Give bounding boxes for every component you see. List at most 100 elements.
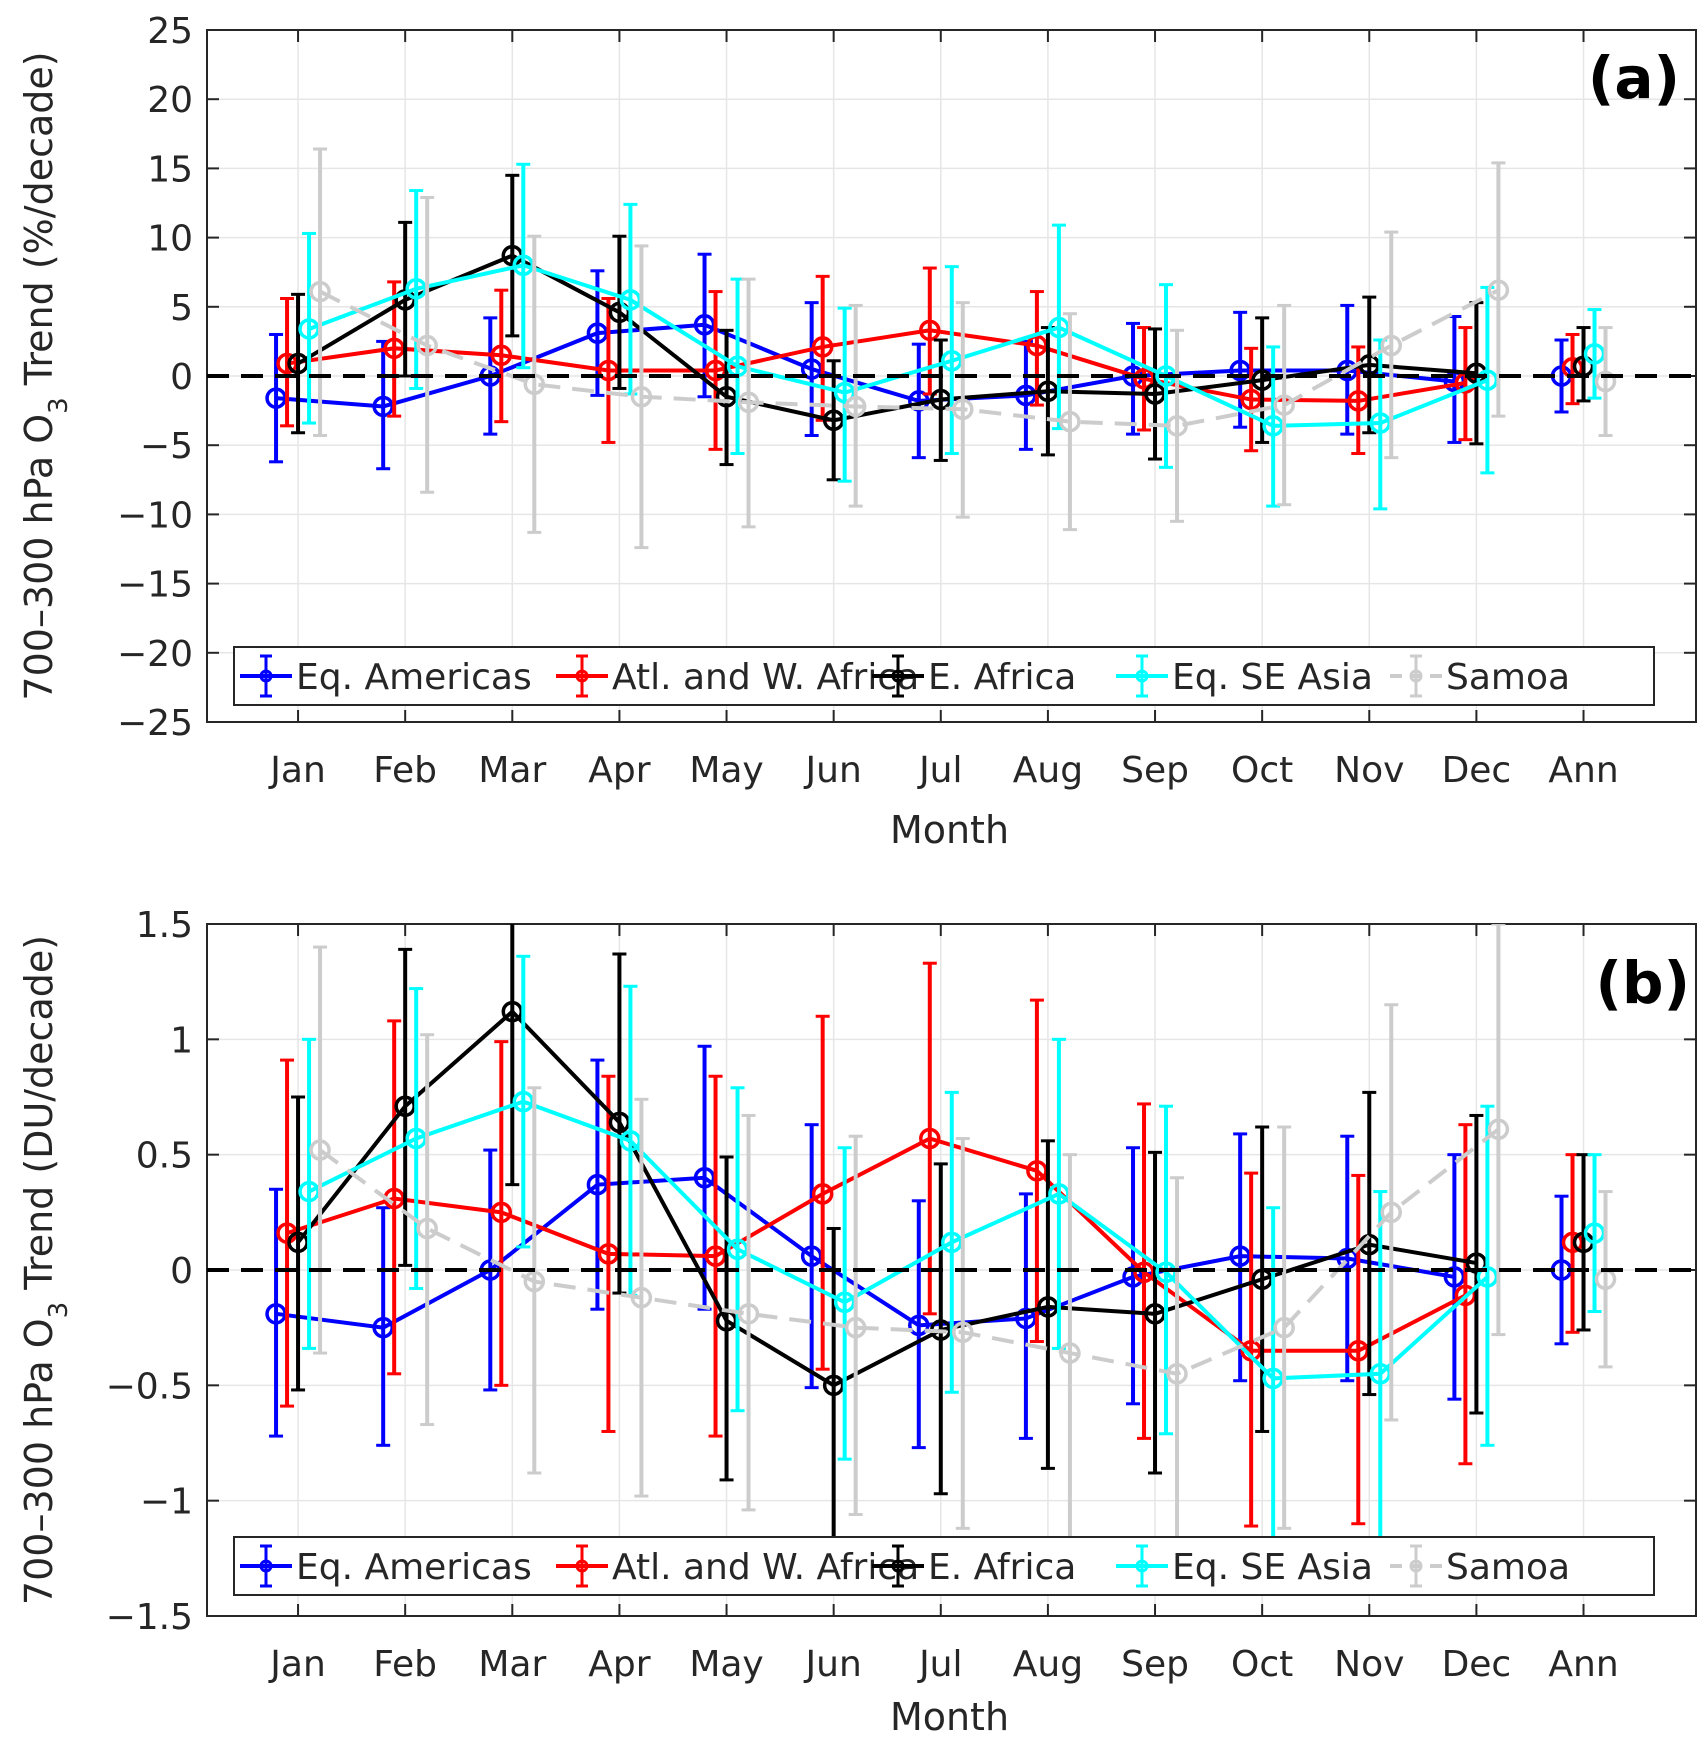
data-point	[1273, 1316, 1295, 1339]
series-atl-and-w-africa	[276, 961, 1584, 1528]
y-axis-title-part: 700–300 hPa O	[17, 1318, 61, 1605]
data-point	[416, 1217, 438, 1240]
x-axis-title: Month	[890, 808, 1009, 852]
data-point	[952, 398, 974, 420]
y-tick-label: −25	[117, 703, 193, 744]
x-tick-label: Nov	[1334, 1644, 1404, 1685]
legend-item: Atl. and W. Africa	[556, 1544, 919, 1588]
x-tick-label: Jun	[804, 1644, 862, 1685]
data-point	[844, 1316, 867, 1339]
x-tick-label: Ann	[1548, 750, 1618, 791]
legend-label: Eq. Americas	[296, 657, 532, 698]
x-tick-label: Jan	[268, 750, 326, 791]
series-samoa	[309, 147, 1617, 550]
legend-swatch-marker	[1409, 1559, 1423, 1573]
data-point	[1166, 1363, 1188, 1385]
legend-label: Samoa	[1446, 657, 1570, 698]
series-line	[318, 1127, 1500, 1376]
legend-item: Eq. SE Asia	[1116, 1544, 1373, 1588]
ticks	[207, 29, 1696, 723]
data-point	[811, 336, 834, 358]
data-point	[737, 1303, 760, 1325]
y-tick-label: 0.5	[136, 1136, 193, 1177]
x-tick-label: Jan	[268, 1644, 326, 1685]
series-eq-americas	[265, 252, 1573, 471]
y-axis-title: 700–300 hPa O3 Trend (%/decade)	[17, 51, 74, 700]
legend-swatch-marker	[891, 669, 905, 683]
data-point	[952, 1321, 974, 1344]
y-tick-label: −1	[140, 1482, 193, 1523]
y-tick-label: −0.5	[106, 1366, 193, 1407]
data-point	[630, 1286, 653, 1309]
legend-item: Samoa	[1390, 1544, 1570, 1588]
y-tick-label: 0	[170, 357, 193, 398]
x-tick-label: Mar	[478, 1644, 546, 1685]
x-tick-label: Apr	[588, 1644, 650, 1685]
x-tick-label: Apr	[588, 750, 650, 791]
legend-label: Eq. SE Asia	[1172, 1547, 1373, 1588]
data-point	[1273, 394, 1295, 416]
x-tick-label: Jun	[804, 750, 862, 791]
y-axis-title: 700–300 hPa O3 Trend (DU/decade)	[17, 935, 74, 1605]
series-line	[296, 1008, 1477, 1388]
series-e-africa	[287, 924, 1595, 1549]
x-tick-label: Mar	[478, 750, 546, 791]
y-axis-title-part: Trend (%/decade)	[17, 51, 61, 397]
data-point	[309, 280, 331, 303]
panel-b: −1.5 −1 −0.5 0 0.5 1 1.5 Jan Feb Mar Apr May Jun Jul A…	[17, 905, 1697, 1739]
data-point	[523, 1270, 546, 1293]
x-tick-label: Feb	[373, 750, 437, 791]
legend-item: E. Africa	[872, 1544, 1076, 1588]
data-point	[1380, 334, 1403, 357]
legend-swatch-marker	[575, 1559, 589, 1573]
series-line	[275, 1175, 1455, 1330]
data-point	[1487, 279, 1510, 301]
y-tick-label: −15	[117, 565, 193, 606]
x-tick-label: Ann	[1548, 1644, 1618, 1685]
data-point	[416, 334, 438, 357]
data-point	[1594, 370, 1617, 393]
y-axis-title-subscript: 3	[44, 397, 74, 414]
legend-item: Samoa	[1390, 654, 1570, 698]
data-point	[811, 1183, 834, 1205]
x-tick-label: Feb	[373, 1644, 437, 1685]
y-tick-label: −20	[117, 634, 193, 675]
panel-label: (a)	[1588, 44, 1680, 112]
y-tick-label: 15	[147, 149, 193, 190]
legend-item: Eq. Americas	[240, 654, 532, 698]
data-point	[490, 344, 513, 366]
data-point	[919, 1127, 941, 1150]
y-tick-label: 0	[170, 1251, 193, 1292]
x-tick-label: May	[689, 750, 763, 791]
legend-label: E. Africa	[928, 657, 1076, 698]
x-tick-label: Jul	[917, 1644, 962, 1685]
data-point	[630, 386, 653, 408]
x-tick-label: May	[689, 1644, 763, 1685]
y-tick-label: 5	[170, 288, 193, 329]
data-point	[1059, 1342, 1081, 1364]
legend-label: Eq. Americas	[296, 1547, 532, 1588]
plot-area	[207, 147, 1696, 550]
y-tick-label: −5	[140, 426, 193, 467]
legend-label: Atl. and W. Africa	[612, 657, 919, 698]
x-tick-label: Sep	[1121, 750, 1189, 791]
x-tick-label: Aug	[1013, 1644, 1083, 1685]
legend-label: E. Africa	[928, 1547, 1076, 1588]
y-tick-label: −1.5	[106, 1597, 193, 1638]
data-point	[737, 391, 760, 414]
data-point	[1059, 410, 1081, 433]
legend-item: E. Africa	[872, 654, 1076, 698]
y-axis-title-part: 700–300 hPa O	[17, 414, 61, 701]
y-tick-label: 1	[170, 1020, 193, 1061]
legend-swatch-marker	[1409, 669, 1423, 683]
series-samoa	[309, 924, 1617, 1572]
data-point	[1380, 1201, 1403, 1224]
x-tick-label: Nov	[1334, 750, 1404, 791]
series-line	[286, 1136, 1467, 1353]
data-point	[919, 319, 941, 342]
y-tick-label: 25	[147, 11, 193, 52]
panel-label: (b)	[1595, 949, 1690, 1017]
series-line	[286, 328, 1466, 403]
data-point	[490, 1201, 513, 1224]
